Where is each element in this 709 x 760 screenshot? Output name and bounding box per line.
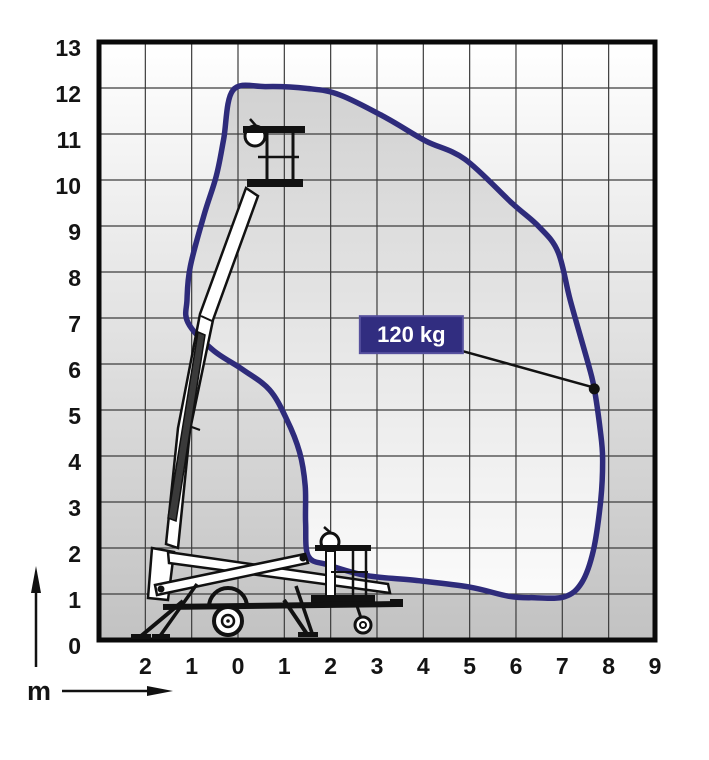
y-tick-label: 13: [55, 35, 81, 61]
y-tick-label: 7: [68, 311, 81, 337]
x-tick-label: 5: [463, 653, 476, 679]
x-tick-label: 2: [139, 653, 152, 679]
machine-illustration: [131, 118, 403, 639]
x-tick-label: 9: [649, 653, 662, 679]
y-tick-label: 5: [68, 403, 81, 429]
y-tick-label: 10: [55, 173, 81, 199]
load-label-text: 120 kg: [377, 322, 446, 347]
x-tick-label: 4: [417, 653, 430, 679]
x-tick-label: 3: [371, 653, 384, 679]
raised-basket-icon: [243, 118, 305, 187]
outriggers-icon: [131, 582, 318, 639]
y-axis-arrowhead-icon: [31, 566, 41, 593]
x-tick-label: 0: [232, 653, 245, 679]
y-tick-label: 0: [68, 633, 81, 659]
y-tick-label: 12: [55, 81, 81, 107]
y-tick-label: 2: [68, 541, 81, 567]
annotation-pointer-line: [462, 349, 592, 389]
y-tick-label: 3: [68, 495, 81, 521]
y-tick-label: 4: [68, 449, 81, 475]
grid-lines: [96, 39, 658, 643]
x-tick-label: 6: [510, 653, 523, 679]
stowed-basket-icon: [311, 526, 375, 603]
x-tick-label: 1: [185, 653, 198, 679]
x-tick-label: 2: [324, 653, 337, 679]
y-tick-label: 11: [57, 127, 82, 153]
unit-label: m: [27, 676, 51, 706]
x-axis-arrowhead-icon: [147, 686, 173, 696]
load-label-box: [358, 315, 464, 355]
y-tick-label: 9: [68, 219, 81, 245]
x-tick-label: 8: [602, 653, 615, 679]
x-tick-label: 7: [556, 653, 569, 679]
trailer-chassis-icon: [162, 586, 403, 637]
load-point-marker: [588, 383, 600, 395]
x-tick-label: 1: [278, 653, 291, 679]
plot-border: [96, 39, 658, 643]
y-tick-label: 1: [68, 587, 81, 613]
load-annotation: 120 kg: [358, 315, 600, 395]
telescopic-boom-icon: [164, 186, 260, 550]
y-tick-label: 6: [68, 357, 81, 383]
y-tick-label: 8: [68, 265, 81, 291]
